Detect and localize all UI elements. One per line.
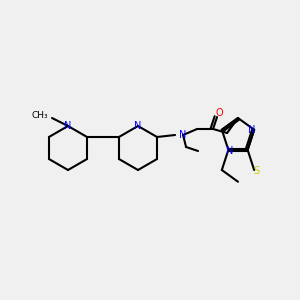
Text: O: O <box>215 108 223 118</box>
Text: N: N <box>134 121 142 131</box>
Text: N: N <box>226 146 234 156</box>
Text: N: N <box>248 125 256 135</box>
Text: CH₃: CH₃ <box>32 112 48 121</box>
Text: S: S <box>253 166 259 176</box>
Text: N: N <box>64 121 72 131</box>
Text: N: N <box>179 130 187 140</box>
